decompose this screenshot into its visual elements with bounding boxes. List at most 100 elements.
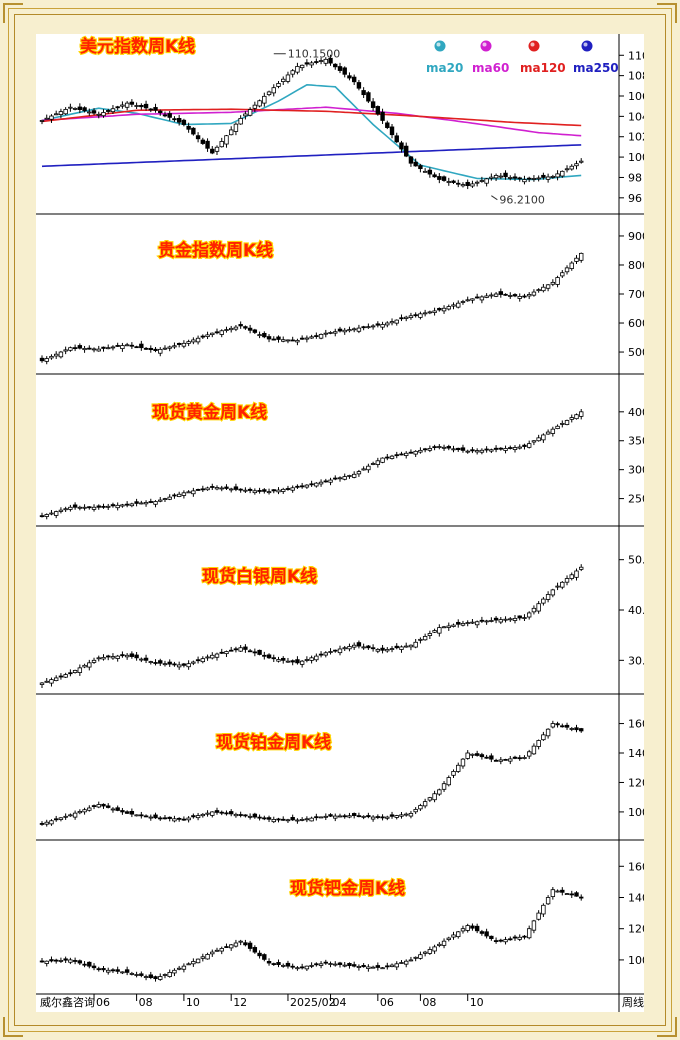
candle-body bbox=[399, 453, 404, 456]
candle-body bbox=[58, 351, 64, 358]
candle-body bbox=[224, 651, 229, 655]
candle-body bbox=[186, 963, 191, 966]
candle-body bbox=[508, 295, 513, 297]
candle-body bbox=[380, 324, 385, 328]
candle-body bbox=[446, 306, 451, 310]
candle-body bbox=[162, 498, 168, 500]
candle-body bbox=[517, 446, 522, 449]
candle-body bbox=[290, 70, 295, 75]
candle-body bbox=[394, 815, 399, 818]
candle-body bbox=[167, 346, 172, 349]
corner-ornament-top-left bbox=[3, 3, 23, 23]
candle-body bbox=[413, 314, 418, 317]
panel-title: 现货钯金周K线 bbox=[290, 878, 405, 899]
candle-body bbox=[153, 107, 158, 111]
y-tick-label: 5000 bbox=[628, 346, 644, 359]
candle-body bbox=[337, 66, 343, 71]
candle-body bbox=[139, 502, 144, 505]
candle-body bbox=[115, 345, 120, 347]
candle-body bbox=[49, 820, 54, 825]
candle-body bbox=[290, 965, 295, 968]
candle-body bbox=[366, 326, 371, 329]
legend-label-ma250: ma250 bbox=[573, 61, 619, 75]
candle-body bbox=[385, 322, 390, 326]
candle-body bbox=[44, 680, 49, 683]
series-line-ma120 bbox=[41, 108, 582, 127]
y-tick-label: 2500 bbox=[628, 493, 644, 506]
candle-body bbox=[479, 449, 485, 453]
candle-body bbox=[167, 496, 172, 500]
candle-body bbox=[451, 771, 456, 776]
candle-body bbox=[579, 252, 584, 261]
candle-body bbox=[564, 267, 570, 273]
candle-body bbox=[328, 479, 333, 483]
candle-body bbox=[333, 963, 338, 966]
candle-body bbox=[252, 104, 258, 109]
candle-body bbox=[158, 348, 163, 354]
candle-body bbox=[139, 973, 144, 976]
candle-body bbox=[460, 928, 466, 932]
candle-body bbox=[399, 317, 404, 320]
candle-body bbox=[489, 294, 494, 297]
candle-body bbox=[266, 91, 272, 96]
y-tick-label: 1200 bbox=[628, 776, 644, 789]
candle-body bbox=[68, 814, 73, 817]
candle-body bbox=[257, 952, 262, 957]
candle-body bbox=[176, 664, 182, 668]
candle-body bbox=[77, 345, 83, 349]
candle-body bbox=[238, 940, 243, 943]
candle-body bbox=[181, 342, 187, 347]
candle-body bbox=[82, 107, 87, 112]
candle-body bbox=[87, 662, 92, 668]
candle-body bbox=[418, 805, 423, 810]
y-tick-label: 6000 bbox=[628, 317, 644, 330]
candle-body bbox=[366, 645, 371, 649]
candle-body bbox=[134, 814, 139, 817]
candle-body bbox=[437, 943, 442, 946]
candle-body bbox=[342, 815, 347, 818]
candle-body bbox=[389, 964, 395, 967]
candle-body bbox=[422, 801, 428, 807]
candle-body bbox=[233, 648, 239, 651]
candle-body bbox=[252, 651, 258, 654]
candle-body bbox=[167, 971, 172, 977]
candle-body bbox=[404, 452, 409, 456]
candle-body bbox=[545, 594, 551, 600]
candle-body bbox=[555, 890, 560, 893]
candle-body bbox=[484, 178, 489, 184]
candle-body bbox=[422, 951, 428, 954]
candle-body bbox=[101, 112, 106, 117]
candle-body bbox=[238, 118, 243, 125]
candle-body bbox=[148, 108, 153, 111]
candle-body bbox=[314, 335, 319, 337]
x-tick-label: 2025/02 bbox=[290, 996, 336, 1009]
candle-body bbox=[456, 764, 461, 772]
candle-body bbox=[560, 422, 565, 425]
candle-body bbox=[299, 818, 305, 821]
candle-body bbox=[77, 106, 83, 110]
candle-body bbox=[143, 815, 149, 818]
candle-body bbox=[266, 817, 272, 820]
legend-label-ma20: ma20 bbox=[426, 61, 463, 75]
candle-body bbox=[276, 962, 281, 965]
candle-body bbox=[219, 330, 224, 335]
candle-body bbox=[512, 936, 518, 939]
candle-body bbox=[39, 357, 45, 362]
candle-body bbox=[413, 809, 418, 813]
candle-body bbox=[63, 815, 68, 818]
candle-body bbox=[479, 931, 485, 934]
candle-body bbox=[228, 129, 234, 136]
candle-body bbox=[153, 814, 158, 819]
candle-body bbox=[115, 106, 120, 109]
candle-body bbox=[380, 967, 385, 970]
candle-body bbox=[214, 146, 220, 152]
candle-body bbox=[333, 331, 338, 334]
candle-body bbox=[243, 113, 248, 117]
candle-body bbox=[176, 342, 182, 345]
candle-body bbox=[271, 87, 276, 94]
candle-body bbox=[503, 939, 508, 943]
panel-title: 贵金指数周K线 bbox=[158, 240, 273, 261]
x-tick-label: 04 bbox=[333, 996, 347, 1009]
y-tick-label: 106 bbox=[628, 90, 644, 103]
candle-body bbox=[456, 447, 461, 451]
